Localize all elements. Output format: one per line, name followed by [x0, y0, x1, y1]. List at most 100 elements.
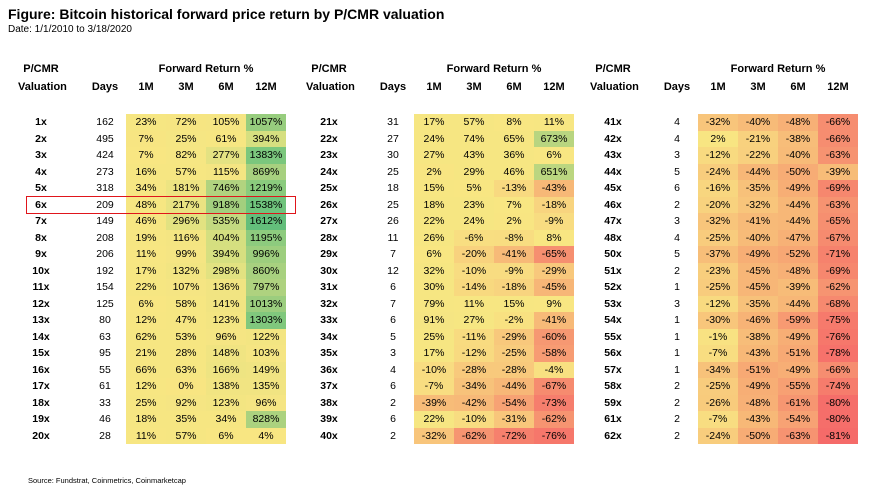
- return-cell: -48%: [738, 394, 778, 411]
- return-cell: -7%: [414, 378, 454, 395]
- return-cell: 5%: [454, 180, 494, 197]
- return-cell: 181%: [166, 180, 206, 197]
- return-cell: 2%: [494, 213, 534, 230]
- table-row: 20x 28 11% 57% 6% 4%: [18, 427, 286, 444]
- days-count: 3: [674, 297, 680, 310]
- return-cell: 1057%: [246, 114, 286, 131]
- return-cell: -76%: [818, 328, 858, 345]
- header-period: 6M: [790, 81, 806, 93]
- return-cell: 1219%: [246, 180, 286, 197]
- table-row: 9x 206 11% 99% 394% 996%: [18, 246, 286, 263]
- return-cell: -35%: [738, 180, 778, 197]
- valuation-label: 58x: [604, 380, 622, 392]
- table-row: 48x 4 -25% -40% -47% -67%: [590, 229, 858, 246]
- table-row: 30x 12 32% -10% -9% -29%: [306, 262, 574, 279]
- return-cell: -6%: [454, 229, 494, 246]
- return-cell: 7%: [126, 130, 166, 147]
- table-row: 10x 192 17% 132% 298% 860%: [18, 262, 286, 279]
- header-days: Days: [379, 81, 407, 93]
- return-cell: 828%: [246, 411, 286, 428]
- return-cell: -72%: [494, 427, 534, 444]
- return-cell: 9%: [534, 295, 574, 312]
- return-cell: -80%: [818, 394, 858, 411]
- return-cell: 298%: [206, 262, 246, 279]
- return-cell: 860%: [246, 262, 286, 279]
- table-row: 26x 25 18% 23% 7% -18%: [306, 196, 574, 213]
- return-cell: 12%: [126, 378, 166, 395]
- days-count: 2: [390, 396, 396, 409]
- valuation-label: 56x: [604, 347, 622, 359]
- return-cell: -39%: [414, 394, 454, 411]
- return-cell: 29%: [454, 163, 494, 180]
- valuation-label: 18x: [32, 396, 50, 409]
- return-cell: 404%: [206, 229, 246, 246]
- return-cell: -63%: [818, 196, 858, 213]
- return-cell: -49%: [738, 378, 778, 395]
- header-pcmr: P/CMR: [595, 63, 631, 75]
- highlight-box: [26, 195, 296, 214]
- table-row: 41x 4 -32% -40% -48% -66%: [590, 114, 858, 131]
- return-cell: 1538%: [246, 196, 286, 213]
- return-cell: 11%: [126, 246, 166, 263]
- days-count: 4: [674, 231, 680, 244]
- return-cell: -43%: [534, 180, 574, 197]
- days-count: 3: [390, 347, 396, 359]
- return-cell: 46%: [126, 213, 166, 230]
- return-cell: -67%: [818, 229, 858, 246]
- valuation-label: 48x: [604, 231, 622, 244]
- return-cell: -10%: [454, 411, 494, 428]
- return-cell: -34%: [698, 361, 738, 378]
- days-count: 162: [96, 116, 114, 128]
- valuation-label: 24x: [320, 165, 338, 178]
- valuation-label: 55x: [604, 330, 622, 343]
- return-cell: -13%: [494, 180, 534, 197]
- return-cell: 30%: [414, 279, 454, 296]
- table-row: 29x 7 6% -20% -41% -65%: [306, 246, 574, 263]
- days-count: 1: [674, 330, 680, 343]
- return-cell: -80%: [818, 411, 858, 428]
- return-cell: -12%: [454, 345, 494, 362]
- return-cell: -58%: [534, 345, 574, 362]
- return-cell: -45%: [738, 279, 778, 296]
- return-cell: 651%: [534, 163, 574, 180]
- days-count: 28: [99, 429, 111, 442]
- return-cell: -10%: [414, 361, 454, 378]
- header-period: 1M: [138, 81, 154, 93]
- days-count: 31: [387, 116, 399, 128]
- days-count: 1: [674, 347, 680, 359]
- table-row: 3x 424 7% 82% 277% 1383%: [18, 147, 286, 164]
- days-count: 5: [674, 165, 680, 178]
- return-cell: -63%: [778, 427, 818, 444]
- valuation-label: 44x: [604, 165, 622, 178]
- valuation-label: 21x: [320, 116, 338, 128]
- return-cell: 22%: [414, 213, 454, 230]
- table-row: 36x 4 -10% -28% -28% -4%: [306, 361, 574, 378]
- return-cell: 996%: [246, 246, 286, 263]
- return-cell: 72%: [166, 114, 206, 131]
- return-cell: -21%: [738, 130, 778, 147]
- return-cell: 394%: [246, 130, 286, 147]
- valuation-label: 52x: [604, 281, 622, 293]
- days-count: 1: [674, 281, 680, 293]
- return-cell: 17%: [126, 262, 166, 279]
- return-cell: 673%: [534, 130, 574, 147]
- return-cell: 63%: [166, 361, 206, 378]
- return-cell: 7%: [494, 196, 534, 213]
- days-count: 495: [96, 132, 114, 145]
- return-cell: -62%: [454, 427, 494, 444]
- table-row: 37x 6 -7% -34% -44% -67%: [306, 378, 574, 395]
- return-cell: 11%: [454, 295, 494, 312]
- return-cell: 15%: [494, 295, 534, 312]
- return-cell: -32%: [698, 114, 738, 131]
- return-cell: 91%: [414, 312, 454, 329]
- return-cell: -9%: [534, 213, 574, 230]
- return-cell: 217%: [166, 196, 206, 213]
- valuation-label: 29x: [320, 248, 338, 260]
- valuation-label: 28x: [320, 231, 338, 244]
- table-row: 59x 2 -26% -48% -61% -80%: [590, 394, 858, 411]
- return-cell: 65%: [494, 130, 534, 147]
- valuation-label: 10x: [32, 264, 50, 277]
- return-cell: -50%: [738, 427, 778, 444]
- return-cell: -40%: [738, 114, 778, 131]
- table-row: 12x 125 6% 58% 141% 1013%: [18, 295, 286, 312]
